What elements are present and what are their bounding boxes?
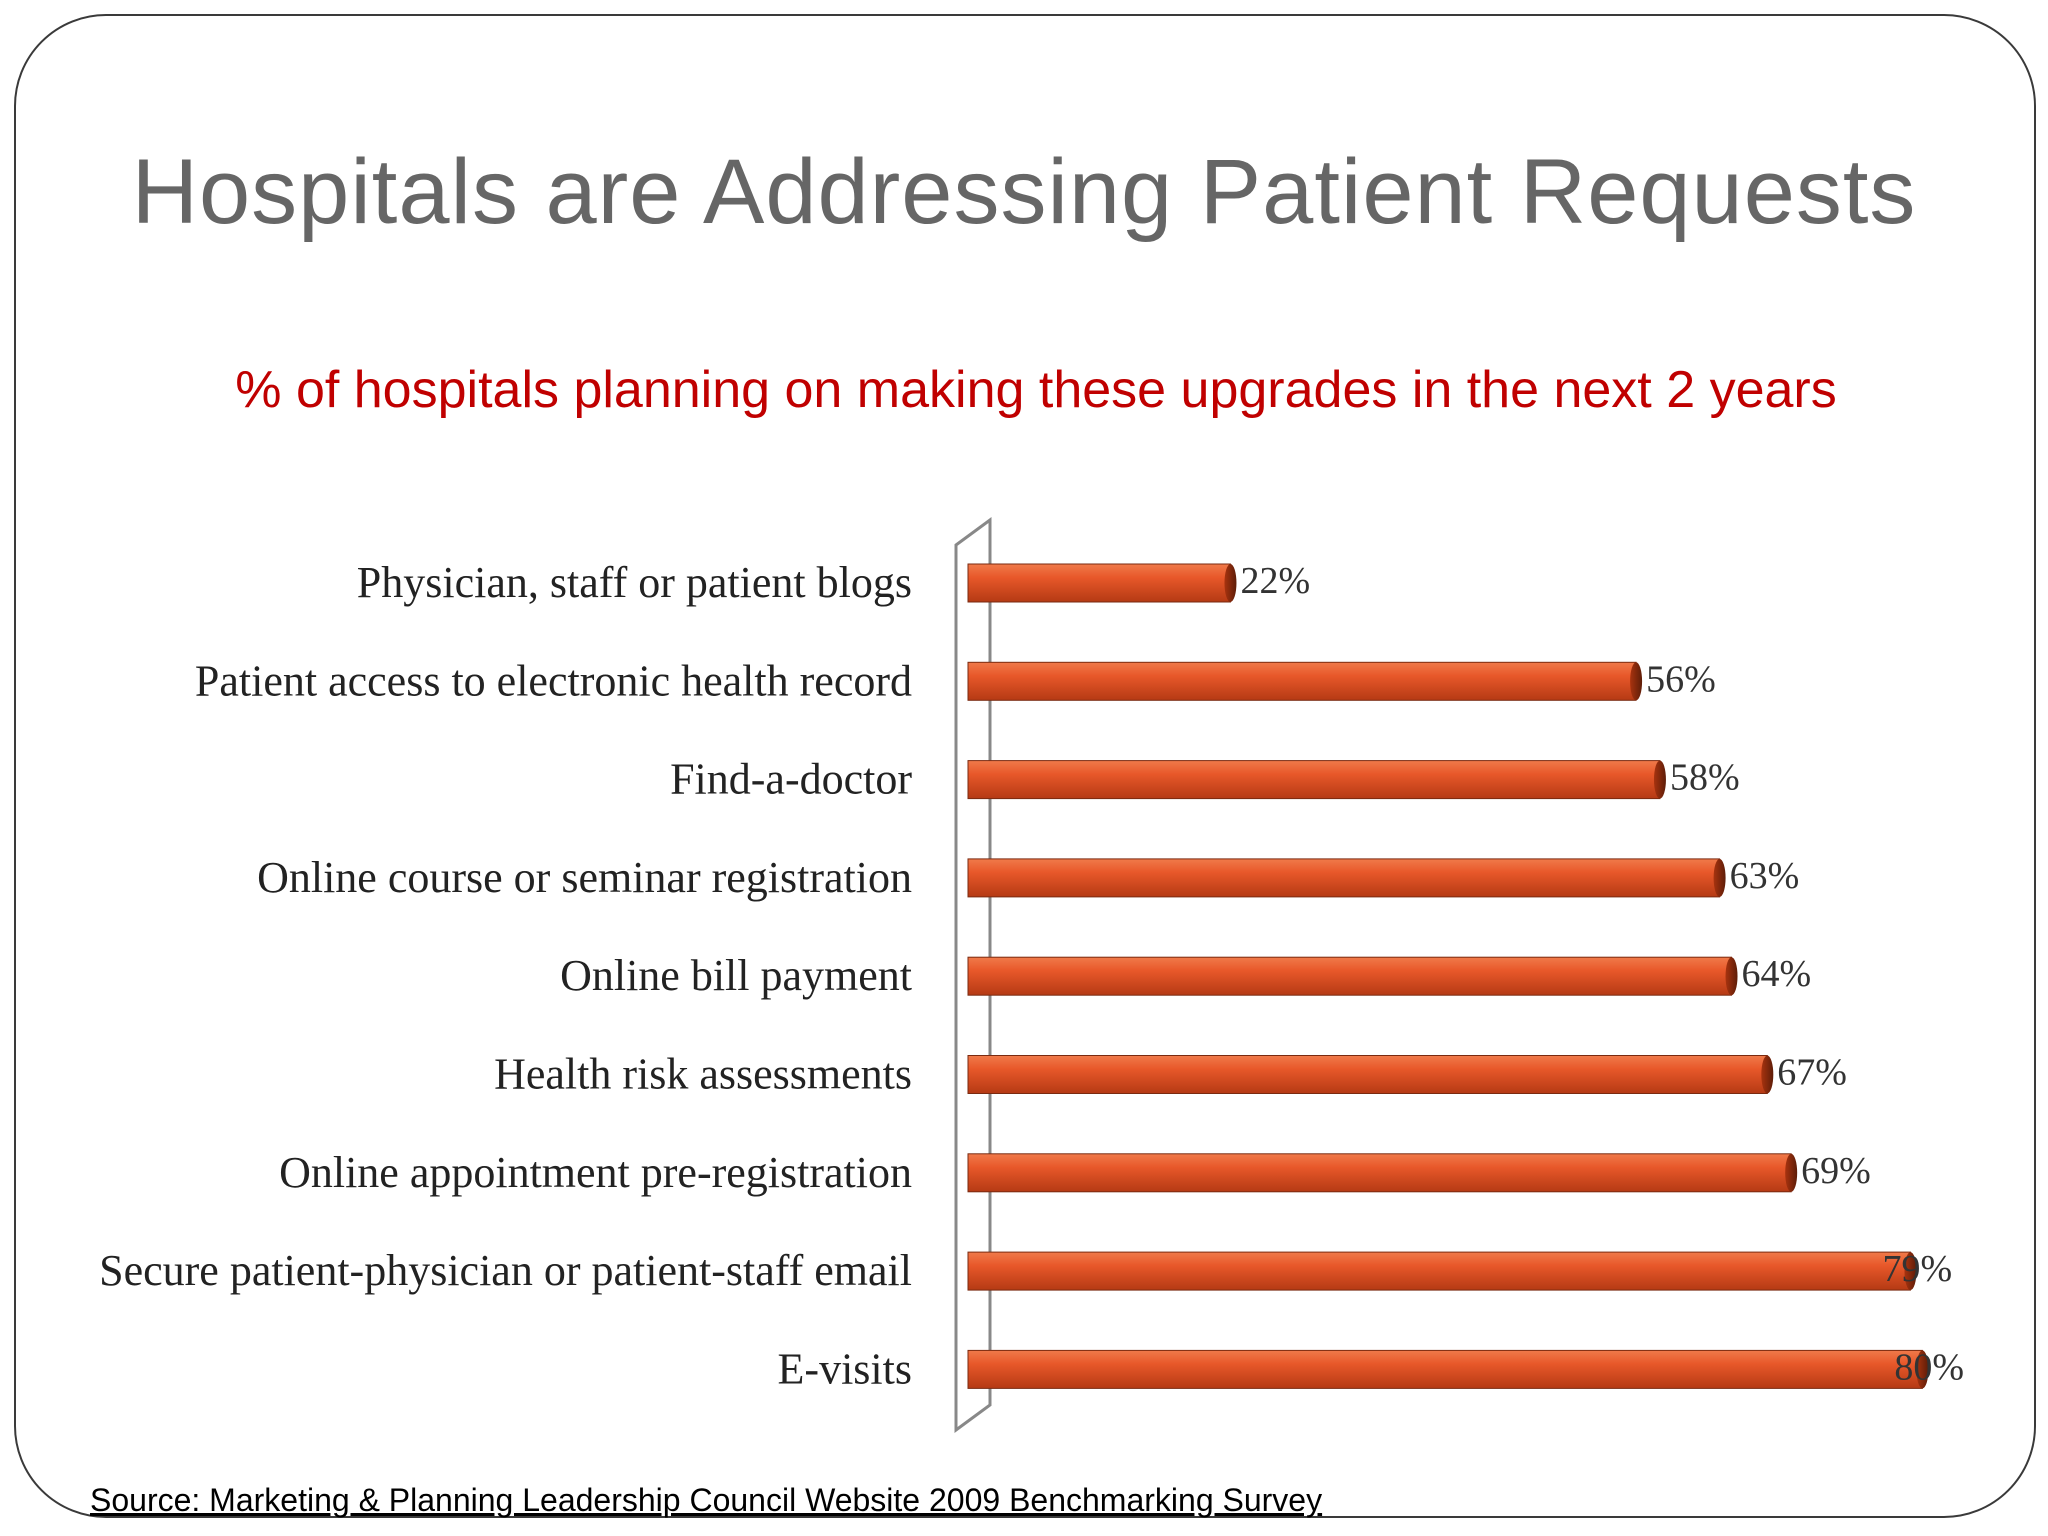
value-label: 58% — [1670, 757, 1740, 799]
bar-body — [967, 563, 1231, 603]
category-label: Physician, staff or patient blogs — [357, 558, 912, 607]
bar-3 — [967, 760, 1666, 800]
value-label: 22% — [1240, 560, 1310, 602]
bar-end-cap — [1904, 1252, 1917, 1291]
bar-chart: Physician, staff or patient blogs Patient… — [99, 517, 1964, 1433]
bar-body — [967, 1055, 1768, 1094]
value-label: 63% — [1730, 855, 1800, 897]
bar-5 — [967, 956, 1738, 996]
bar-body — [967, 661, 1637, 701]
bar-7 — [967, 1153, 1798, 1193]
bar-end-cap — [1725, 957, 1738, 996]
bar-body — [967, 1153, 1792, 1193]
value-label: 80% — [1894, 1346, 1964, 1388]
source-note: Source: Marketing & Planning Leadership … — [90, 1482, 1323, 1518]
value-label: 69% — [1801, 1150, 1871, 1192]
bar-end-cap — [1761, 1055, 1774, 1094]
category-label: Online bill payment — [560, 951, 912, 1000]
bar-end-cap — [1224, 564, 1237, 602]
bar-body — [967, 1349, 1923, 1389]
bar-body — [967, 760, 1661, 800]
bar-2 — [967, 661, 1643, 701]
value-label: 79% — [1882, 1248, 1952, 1290]
chart-subtitle: % of hospitals planning on making these … — [235, 361, 1837, 419]
value-label: 56% — [1646, 658, 1716, 700]
category-label: Patient access to electronic health reco… — [195, 656, 912, 705]
bar-9 — [967, 1349, 1929, 1389]
category-label: Online appointment pre-registration — [279, 1148, 912, 1197]
bar-end-cap — [1916, 1350, 1929, 1389]
bar-body — [967, 956, 1733, 996]
category-labels: Physician, staff or patient blogs Patient… — [99, 558, 912, 1393]
category-label: E-visits — [778, 1344, 912, 1393]
bars-layer — [967, 563, 1929, 1389]
category-label: Online course or seminar registration — [257, 853, 912, 902]
value-label: 64% — [1742, 953, 1812, 995]
value-labels: 22% 56% 58% 63% 64% 67% 69% 79% 80% — [1240, 560, 1964, 1388]
bar-body — [967, 1251, 1911, 1291]
value-label: 67% — [1777, 1052, 1847, 1094]
bar-6 — [967, 1055, 1774, 1094]
category-label: Secure patient-physician or patient-staf… — [99, 1246, 912, 1295]
bar-end-cap — [1653, 760, 1666, 799]
bar-1 — [967, 563, 1237, 603]
slide-title: Hospitals are Addressing Patient Request… — [131, 141, 1917, 243]
bar-body — [967, 858, 1721, 898]
bar-end-cap — [1630, 662, 1643, 701]
bar-8 — [967, 1251, 1917, 1291]
category-label: Health risk assessments — [494, 1050, 912, 1099]
bar-4 — [967, 858, 1726, 898]
bar-end-cap — [1785, 1153, 1798, 1192]
bar-end-cap — [1713, 858, 1726, 897]
category-label: Find-a-doctor — [670, 755, 912, 804]
